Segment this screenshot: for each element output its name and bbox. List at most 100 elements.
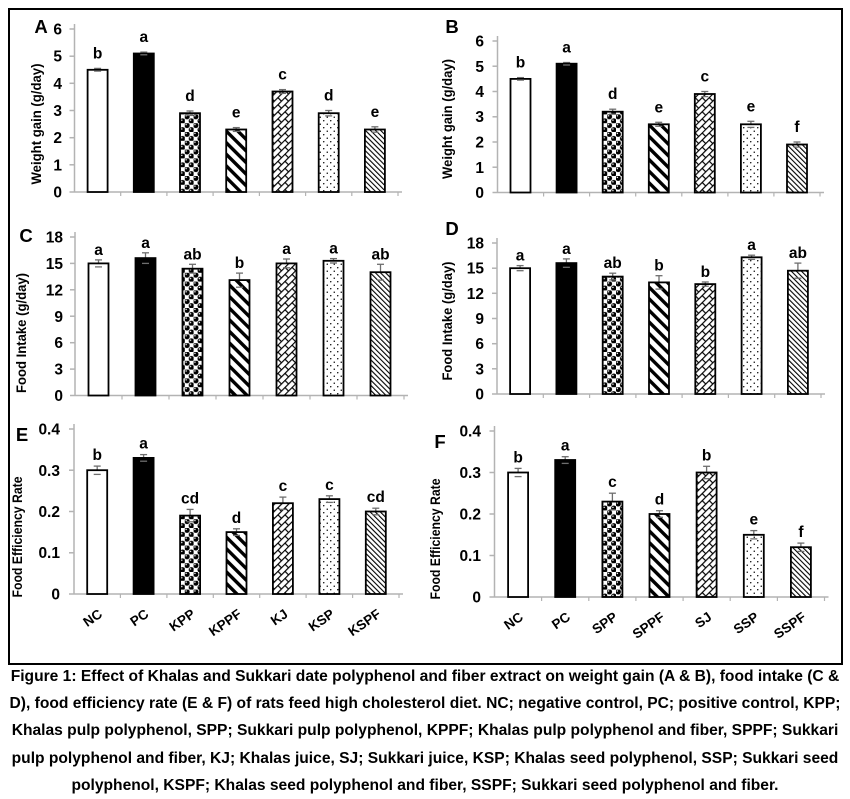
svg-text:F: F: [434, 431, 445, 452]
svg-text:5: 5: [475, 59, 484, 76]
svg-text:e: e: [747, 98, 756, 115]
svg-text:3: 3: [475, 109, 484, 126]
svg-text:cd: cd: [367, 489, 385, 506]
svg-text:b: b: [516, 55, 525, 72]
svg-text:d: d: [324, 88, 333, 105]
svg-text:KSP: KSP: [306, 606, 337, 634]
svg-text:0.1: 0.1: [38, 545, 60, 562]
svg-text:4: 4: [53, 76, 62, 93]
svg-text:6: 6: [475, 34, 484, 51]
svg-text:a: a: [141, 235, 150, 252]
svg-text:b: b: [701, 264, 710, 281]
svg-text:15: 15: [46, 256, 64, 273]
svg-text:cd: cd: [181, 490, 199, 507]
svg-text:Weight gain (g/day): Weight gain (g/day): [439, 59, 455, 179]
svg-text:6: 6: [54, 335, 63, 352]
svg-text:D: D: [445, 218, 458, 239]
svg-text:12: 12: [46, 282, 63, 299]
svg-text:0: 0: [54, 388, 63, 405]
svg-text:ab: ab: [604, 255, 622, 272]
svg-text:0.4: 0.4: [38, 422, 60, 439]
svg-text:2: 2: [475, 135, 484, 152]
svg-text:9: 9: [475, 311, 484, 328]
svg-text:18: 18: [467, 236, 485, 253]
svg-text:1: 1: [53, 157, 62, 174]
svg-text:c: c: [608, 474, 617, 491]
svg-text:1: 1: [475, 160, 484, 177]
svg-text:a: a: [139, 436, 148, 453]
svg-text:KJ: KJ: [268, 606, 291, 628]
svg-text:b: b: [654, 258, 663, 275]
svg-text:0.3: 0.3: [459, 465, 481, 482]
svg-text:c: c: [278, 67, 287, 84]
svg-text:b: b: [93, 45, 102, 62]
svg-text:PC: PC: [127, 606, 151, 629]
svg-text:9: 9: [54, 309, 63, 326]
svg-text:0.1: 0.1: [459, 548, 481, 565]
svg-text:KPP: KPP: [166, 606, 197, 634]
svg-text:0.4: 0.4: [459, 424, 481, 441]
svg-text:Food Intake (g/day): Food Intake (g/day): [13, 273, 29, 393]
svg-text:0.2: 0.2: [459, 507, 481, 524]
svg-text:SSP: SSP: [731, 609, 762, 637]
svg-text:KPPF: KPPF: [206, 606, 244, 639]
svg-text:NC: NC: [501, 609, 526, 633]
svg-text:0: 0: [475, 185, 484, 202]
svg-text:c: c: [279, 478, 288, 495]
svg-text:0: 0: [472, 590, 481, 607]
svg-text:Weight gain (g/day): Weight gain (g/day): [28, 64, 44, 185]
svg-text:a: a: [139, 29, 148, 46]
svg-text:SJ: SJ: [692, 609, 714, 631]
svg-text:B: B: [445, 16, 458, 37]
svg-text:c: c: [325, 477, 334, 494]
svg-text:f: f: [798, 524, 804, 541]
svg-text:b: b: [92, 447, 101, 464]
svg-text:e: e: [654, 99, 663, 116]
svg-text:f: f: [794, 119, 800, 136]
svg-text:ab: ab: [789, 245, 807, 262]
svg-text:0: 0: [51, 587, 60, 604]
svg-text:KSPF: KSPF: [345, 606, 383, 639]
svg-text:b: b: [513, 449, 522, 466]
svg-text:PC: PC: [549, 609, 573, 632]
svg-text:4: 4: [475, 84, 484, 101]
svg-text:E: E: [16, 424, 28, 445]
svg-text:15: 15: [467, 261, 485, 278]
svg-text:c: c: [700, 69, 709, 86]
svg-text:C: C: [19, 225, 32, 246]
svg-text:Food Intake (g/day): Food Intake (g/day): [439, 262, 455, 381]
svg-text:d: d: [232, 510, 241, 527]
svg-text:0.2: 0.2: [38, 504, 60, 521]
svg-text:2: 2: [53, 130, 62, 147]
svg-text:Food Efficiency Rate: Food Efficiency Rate: [427, 478, 443, 599]
svg-text:0: 0: [53, 185, 62, 202]
svg-text:6: 6: [475, 336, 484, 353]
svg-text:3: 3: [53, 103, 62, 120]
svg-text:18: 18: [46, 230, 64, 247]
svg-text:5: 5: [53, 49, 62, 66]
svg-text:a: a: [562, 40, 571, 57]
svg-text:SSPF: SSPF: [771, 609, 808, 642]
svg-text:e: e: [749, 512, 758, 529]
svg-text:3: 3: [54, 362, 63, 379]
svg-text:SPPF: SPPF: [630, 609, 667, 642]
svg-text:3: 3: [475, 361, 484, 378]
svg-text:ab: ab: [371, 246, 389, 263]
svg-text:e: e: [371, 104, 380, 121]
svg-text:0: 0: [475, 387, 484, 404]
svg-text:NC: NC: [80, 606, 105, 630]
svg-text:Food Efficiency Rate: Food Efficiency Rate: [9, 476, 25, 597]
svg-text:b: b: [702, 447, 711, 464]
svg-text:a: a: [94, 242, 103, 259]
svg-text:e: e: [232, 105, 241, 122]
svg-text:d: d: [608, 86, 617, 103]
svg-text:a: a: [747, 237, 756, 254]
svg-text:ab: ab: [183, 246, 201, 263]
svg-text:d: d: [655, 492, 664, 509]
svg-text:12: 12: [467, 286, 484, 303]
svg-text:b: b: [235, 255, 244, 272]
svg-text:a: a: [516, 248, 525, 265]
svg-text:d: d: [185, 88, 194, 105]
svg-text:a: a: [282, 241, 291, 258]
svg-text:SPP: SPP: [589, 609, 620, 637]
